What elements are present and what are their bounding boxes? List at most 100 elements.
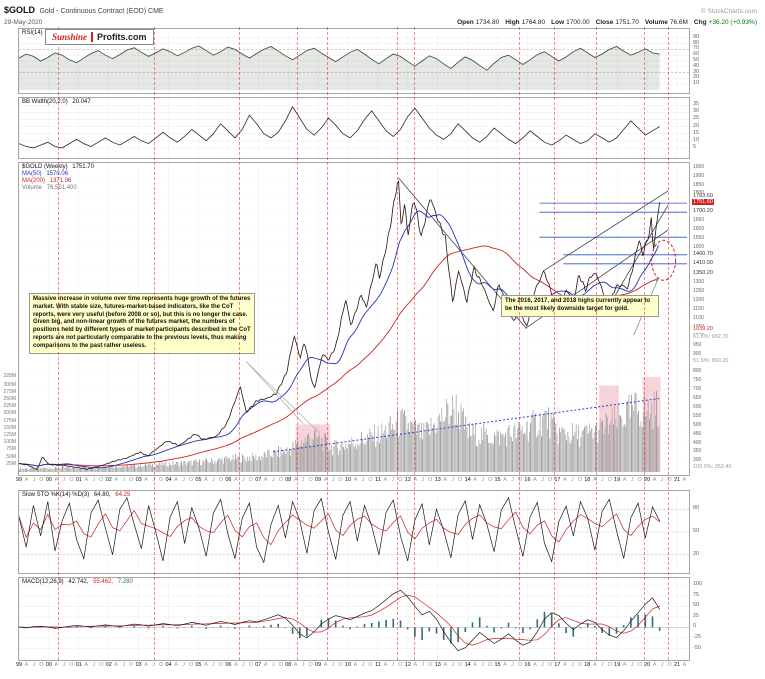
price-level-label: 51.6%: 860.20 bbox=[692, 358, 729, 364]
price-ytick: 300 bbox=[693, 457, 701, 463]
sto-legend: Slow STO %K(14) %D(3) 64.80, 64.25 bbox=[22, 492, 133, 499]
x-month-label: A bbox=[593, 477, 597, 483]
x-month-label: A bbox=[503, 477, 507, 483]
x-month-label: J bbox=[511, 662, 514, 668]
x-year-label: 11 bbox=[375, 662, 381, 668]
x-month-label: J bbox=[421, 662, 424, 668]
x-month-label: O bbox=[249, 477, 253, 483]
x-month-label: A bbox=[533, 477, 537, 483]
x-month-label: O bbox=[189, 477, 193, 483]
price-ytick: 800 bbox=[693, 368, 701, 374]
x-month-label: A bbox=[55, 477, 59, 483]
x-month-label: A bbox=[144, 662, 148, 668]
x-month-label: A bbox=[264, 477, 268, 483]
x-month-label: O bbox=[159, 662, 163, 668]
x-year-label: 08 bbox=[285, 477, 291, 483]
x-month-label: O bbox=[129, 477, 133, 483]
x-month-label: J bbox=[601, 477, 604, 483]
x-month-label: J bbox=[302, 662, 305, 668]
x-month-label: J bbox=[362, 477, 365, 483]
x-year-label: 08 bbox=[285, 662, 291, 668]
x-month-label: A bbox=[533, 662, 537, 668]
price-legend: $GOLD (Weekly) 1751.70 MA(50) 1570.06 MA… bbox=[22, 164, 97, 192]
x-month-label: A bbox=[683, 662, 687, 668]
x-year-label: 20 bbox=[644, 477, 650, 483]
x-year-label: 15 bbox=[495, 477, 501, 483]
quote-value-low: 1700.00 bbox=[566, 19, 590, 26]
x-year-label: 15 bbox=[495, 662, 501, 668]
x-year-label: 19 bbox=[614, 477, 620, 483]
x-month-label: O bbox=[488, 662, 492, 668]
sto-d-value: 64.25 bbox=[115, 492, 130, 498]
x-month-label: J bbox=[33, 477, 36, 483]
x-month-label: A bbox=[84, 477, 88, 483]
macd-left-gutter bbox=[0, 577, 18, 661]
volume-ytick: 200M bbox=[3, 410, 16, 416]
sto-label: Slow STO %K(14) %D(3) bbox=[22, 492, 89, 498]
x-month-label: O bbox=[129, 662, 133, 668]
x-month-label: O bbox=[39, 662, 43, 668]
x-month-label: J bbox=[212, 662, 215, 668]
ma50-label: MA(50) bbox=[22, 171, 42, 177]
quote-label-volume: Volume bbox=[645, 19, 668, 26]
price-symbol-label: $GOLD (Weekly) bbox=[22, 164, 68, 170]
quote-label-low: Low bbox=[551, 19, 564, 26]
x-month-label: J bbox=[272, 662, 275, 668]
x-month-label: A bbox=[623, 662, 627, 668]
x-month-label: O bbox=[308, 662, 312, 668]
p-bbw-ytick: 30 bbox=[693, 108, 699, 114]
x-month-label: O bbox=[398, 477, 402, 483]
x-year-label: 09 bbox=[315, 477, 321, 483]
p-bbw-ytick: 10 bbox=[693, 137, 699, 143]
x-month-label: A bbox=[623, 477, 627, 483]
p-bbw-ytick: 15 bbox=[693, 130, 699, 136]
annotation-downside-target: The 2016, 2017, and 2018 highs currently… bbox=[501, 295, 659, 317]
x-year-label: 20 bbox=[644, 662, 650, 668]
x-year-label: 14 bbox=[465, 662, 471, 668]
x-month-label: O bbox=[428, 477, 432, 483]
volume-ytick: 25M bbox=[6, 461, 16, 467]
x-month-label: J bbox=[122, 662, 125, 668]
volume-ytick: 225M bbox=[3, 403, 16, 409]
x-year-label: 12 bbox=[405, 477, 411, 483]
x-month-label: A bbox=[473, 477, 477, 483]
x-month-label: J bbox=[332, 662, 335, 668]
x-month-label: A bbox=[294, 662, 298, 668]
x-month-label: A bbox=[204, 477, 208, 483]
quote-value-volume: 76.6M bbox=[670, 19, 688, 26]
x-month-label: O bbox=[578, 477, 582, 483]
x-month-label: J bbox=[152, 662, 155, 668]
x-month-label: O bbox=[99, 662, 103, 668]
x-month-label: O bbox=[518, 477, 522, 483]
quote-label-chg: Chg bbox=[694, 19, 707, 26]
x-month-label: J bbox=[451, 477, 454, 483]
x-month-label: A bbox=[384, 477, 388, 483]
p-sto-canvas bbox=[19, 491, 689, 573]
x-month-label: J bbox=[661, 662, 664, 668]
price-level-label: 1039.20 bbox=[692, 326, 714, 332]
p-macd-ytick: 100 bbox=[693, 581, 702, 587]
x-month-label: A bbox=[354, 662, 358, 668]
logo-part1: Sunshine bbox=[52, 32, 93, 42]
x-year-label: 03 bbox=[136, 477, 142, 483]
x-year-label: 21 bbox=[674, 662, 680, 668]
ma200-label: MA(200) bbox=[22, 178, 45, 184]
p-rsi-ytick: 10 bbox=[693, 80, 699, 86]
p-bbw-ytick: 35 bbox=[693, 101, 699, 107]
p-macd-canvas bbox=[19, 578, 689, 660]
x-month-label: J bbox=[451, 662, 454, 668]
volume-ytick: 175M bbox=[3, 418, 16, 424]
x-year-label: 10 bbox=[345, 477, 351, 483]
x-year-label: 05 bbox=[195, 477, 201, 483]
price-level-label: 1700.20 bbox=[692, 208, 714, 214]
x-year-label: 00 bbox=[46, 662, 52, 668]
x-month-label: A bbox=[683, 477, 687, 483]
volume-value: 76,551,400 bbox=[47, 185, 77, 191]
x-month-label: J bbox=[302, 477, 305, 483]
price-level-label: 100.0%: 252.40 bbox=[692, 464, 733, 470]
price-ytick: 1500 bbox=[693, 244, 704, 250]
x-month-label: A bbox=[443, 662, 447, 668]
x-month-label: O bbox=[398, 662, 402, 668]
